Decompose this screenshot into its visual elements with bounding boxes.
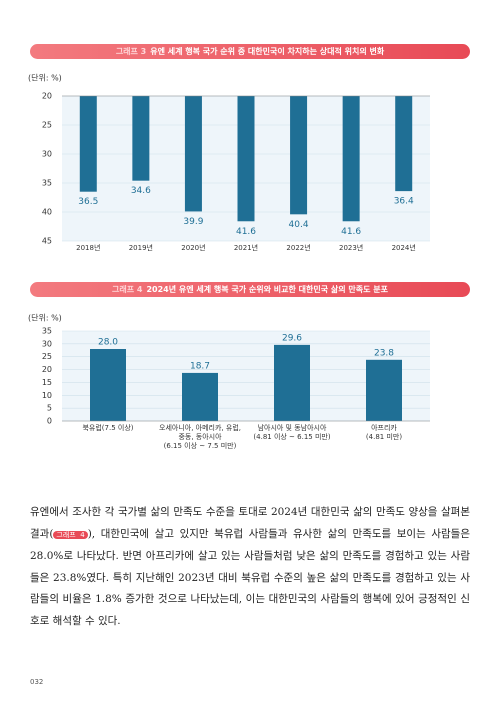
x-tick-label-box: 2020년: [181, 244, 206, 252]
y-tick-label: 45: [42, 237, 52, 246]
page-number: 032: [30, 678, 44, 686]
x-tick-label-box: 2019년: [128, 244, 153, 252]
y-tick-label: 25: [42, 121, 52, 130]
body-text-part: ), 대한민국에 살고 있지만 북유럽 사람들과 유사한 삶의 만족도를 보이는…: [30, 527, 471, 627]
x-tick-label: 2020년: [181, 244, 206, 252]
y-axis-label: (단위: %): [28, 73, 62, 83]
value-label: 41.6: [341, 227, 361, 237]
value-label: 34.6: [131, 186, 151, 196]
y-tick-label: 35: [42, 327, 52, 336]
value-label: 41.6: [236, 227, 256, 237]
y-tick-label: 35: [42, 179, 52, 188]
y-axis-label: (단위: %): [28, 313, 62, 323]
x-tick-label: 2024년: [391, 244, 416, 252]
bar: [290, 96, 308, 215]
value-label: 23.8: [374, 348, 394, 358]
y-tick-label: 30: [42, 339, 52, 348]
value-label: 36.4: [394, 197, 414, 207]
chart-label: 그래프 3: [115, 47, 147, 56]
bar: [79, 96, 97, 192]
x-tick-label: 북유럽(7.5 이상): [82, 424, 134, 432]
chart-title: 유엔 세계 행복 국가 순위 중 대한민국이 차지하는 상대적 위치의 변화: [150, 47, 385, 56]
value-label: 18.7: [190, 361, 210, 371]
chart: (단위: %) 0 5 10 15 20 25 30 35 28.0 북유럽(7.5 이상) 18.7…: [28, 313, 430, 450]
x-tick-label-box: 2022년: [286, 244, 311, 252]
y-tick-label: 20: [42, 365, 52, 374]
bar: [237, 96, 255, 222]
value-label: 29.6: [282, 333, 302, 343]
bar: [342, 96, 360, 222]
figure-ref: 그래프 4: [53, 530, 88, 539]
x-tick-label-box: 남아시아 및 동남아시아 (4.81 이상 ~ 6.15 미만): [253, 424, 331, 441]
x-tick-label: 2018년: [76, 244, 101, 252]
chart-title: 2024년 유엔 세계 행복 국가 순위와 비교한 대한민국 삶의 만족도 분포: [146, 285, 388, 294]
x-tick-label: 아프리카 (4.81 미만): [365, 424, 403, 441]
x-tick-label: 2023년: [338, 244, 364, 252]
value-label: 40.4: [289, 220, 309, 230]
chart-label: 그래프 4: [112, 285, 143, 294]
x-tick-label: 2022년: [286, 244, 311, 252]
x-tick-label: 2019년: [128, 244, 153, 252]
bar: [132, 96, 150, 181]
bar: [274, 344, 310, 421]
bar: [366, 359, 402, 421]
y-tick-label: 40: [42, 208, 52, 217]
chart: (단위: %) 20 25 30 35 40 45 36.5 2018년 34.6 2019년 39.…: [28, 73, 430, 252]
x-tick-label-box: 2024년: [391, 244, 416, 252]
body-text: 유엔에서 조사한 각 국가별 삶의 만족도 수준을 토대로 2024년 대한민국…: [30, 502, 470, 632]
bar: [395, 96, 413, 192]
y-tick-label: 15: [42, 378, 52, 387]
y-tick-label: 10: [42, 391, 52, 400]
bar: [184, 96, 202, 212]
value-label: 36.5: [78, 197, 98, 207]
chart-title-bar: 그래프 4 2024년 유엔 세계 행복 국가 순위와 비교한 대한민국 삶의 만…: [30, 282, 470, 297]
x-tick-label-box: 2023년: [338, 244, 364, 252]
y-tick-label: 25: [42, 352, 52, 361]
x-tick-label: 오세아니아, 아메리카, 유럽, 중동, 동아시아 (6.15 이상 ~ 7.5…: [159, 424, 241, 450]
x-tick-label-box: 오세아니아, 아메리카, 유럽, 중동, 동아시아 (6.15 이상 ~ 7.5…: [159, 424, 241, 450]
y-tick-label: 5: [47, 404, 52, 413]
x-tick-label-box: 2021년: [233, 244, 259, 252]
chart-title-bar: 그래프 3 유엔 세계 행복 국가 순위 중 대한민국이 차지하는 상대적 위치의…: [30, 44, 470, 59]
x-tick-label-box: 북유럽(7.5 이상): [82, 424, 134, 432]
y-tick-label: 0: [47, 417, 52, 426]
value-label: 39.9: [183, 217, 203, 227]
bar: [182, 372, 218, 421]
value-label: 28.0: [98, 338, 118, 348]
x-tick-label: 2021년: [233, 244, 259, 252]
y-tick-label: 20: [42, 92, 52, 101]
x-tick-label: 남아시아 및 동남아시아 (4.81 이상 ~ 6.15 미만): [253, 424, 331, 441]
bar: [90, 349, 126, 421]
body-text-part: 유엔에서 조사한 각 국가별 삶의 만족도 수준을 토대로 2024년 대한민국…: [30, 506, 470, 540]
x-tick-label-box: 2018년: [76, 244, 101, 252]
x-tick-label-box: 아프리카 (4.81 미만): [365, 424, 403, 441]
y-tick-label: 30: [42, 150, 52, 159]
